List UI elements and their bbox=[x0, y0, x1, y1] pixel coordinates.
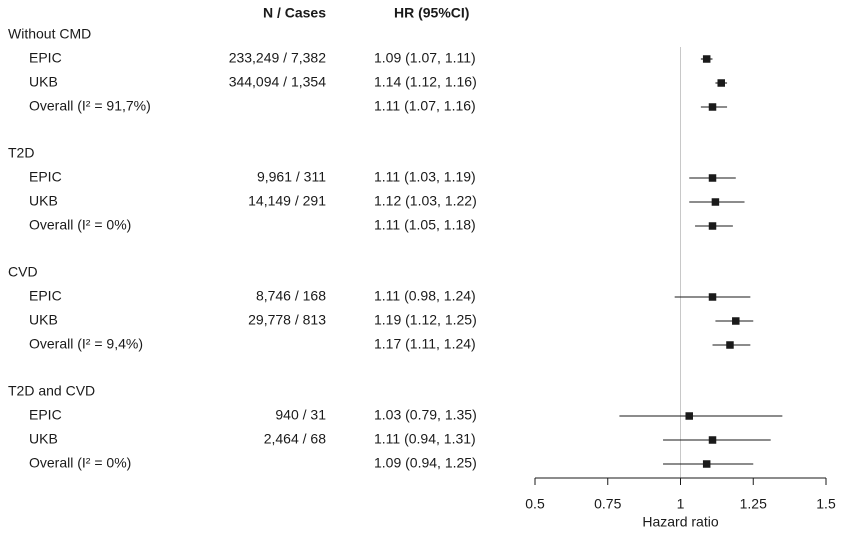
study-row: Overall (I² = 0%) 1.09 (0.94, 1.25) bbox=[29, 455, 754, 471]
study-row: EPIC 940 / 31 1.03 (0.79, 1.35) bbox=[29, 407, 783, 423]
row-label: EPIC bbox=[29, 50, 62, 66]
hr-ci-value: 1.09 (1.07, 1.11) bbox=[374, 50, 476, 66]
row-label: Overall (I² = 91,7%) bbox=[29, 98, 151, 114]
row-label: UKB bbox=[29, 74, 58, 90]
row-label: UKB bbox=[29, 312, 58, 328]
row-label: UKB bbox=[29, 431, 58, 447]
study-row: UKB 2,464 / 68 1.11 (0.94, 1.31) bbox=[29, 431, 771, 447]
n-cases-value: 29,778 / 813 bbox=[248, 312, 326, 328]
study-row: EPIC 9,961 / 311 1.11 (1.03, 1.19) bbox=[29, 169, 736, 185]
row-label: EPIC bbox=[29, 288, 62, 304]
row-label: Overall (I² = 9,4%) bbox=[29, 336, 143, 352]
hr-marker bbox=[708, 174, 717, 182]
hr-marker bbox=[711, 198, 720, 206]
group: CVD EPIC 8,746 / 168 1.11 (0.98, 1.24) UKB 29… bbox=[8, 264, 754, 352]
n-cases-value: 344,094 / 1,354 bbox=[229, 74, 327, 90]
column-headers: N / Cases HR (95%CI) bbox=[263, 5, 470, 21]
study-row: Overall (I² = 0%) 1.11 (1.05, 1.18) bbox=[29, 217, 733, 233]
group: T2D EPIC 9,961 / 311 1.11 (1.03, 1.19) UKB 14… bbox=[8, 145, 745, 233]
study-row: Overall (I² = 9,4%) 1.17 (1.11, 1.24) bbox=[29, 336, 751, 352]
group-label: Without CMD bbox=[8, 26, 91, 42]
hr-ci-value: 1.11 (1.07, 1.16) bbox=[374, 98, 476, 114]
hr-ci-value: 1.14 (1.12, 1.16) bbox=[374, 74, 477, 90]
study-row: Overall (I² = 91,7%) 1.11 (1.07, 1.16) bbox=[29, 98, 728, 114]
n-cases-value: 2,464 / 68 bbox=[264, 431, 326, 447]
n-cases-value: 14,149 / 291 bbox=[248, 193, 326, 209]
x-tick-label: 1.5 bbox=[816, 496, 836, 512]
hr-marker bbox=[717, 79, 725, 87]
hr-ci-value: 1.17 (1.11, 1.24) bbox=[374, 336, 476, 352]
study-row: EPIC 8,746 / 168 1.11 (0.98, 1.24) bbox=[29, 288, 751, 304]
x-tick-label: 0.75 bbox=[594, 496, 621, 512]
n-cases-value: 9,961 / 311 bbox=[257, 169, 326, 185]
hr-marker bbox=[732, 317, 740, 325]
hr-marker bbox=[708, 436, 717, 444]
row-label: UKB bbox=[29, 193, 58, 209]
x-axis-ticks: 0.5 0.75 1 1.25 1.5 bbox=[525, 478, 836, 512]
group-label: T2D and CVD bbox=[8, 383, 95, 399]
group: T2D and CVD EPIC 940 / 31 1.03 (0.79, 1.35)… bbox=[8, 383, 783, 471]
hr-marker bbox=[726, 341, 734, 349]
group: Without CMD EPIC 233,249 / 7,382 1.09 (1.07… bbox=[8, 26, 728, 114]
hr-ci-value: 1.19 (1.12, 1.25) bbox=[374, 312, 477, 328]
n-cases-value: 940 / 31 bbox=[275, 407, 326, 423]
hr-marker bbox=[702, 460, 711, 468]
hr-marker bbox=[708, 293, 717, 301]
row-label: EPIC bbox=[29, 407, 62, 423]
hr-ci-value: 1.11 (1.03, 1.19) bbox=[374, 169, 476, 185]
hr-ci-value: 1.12 (1.03, 1.22) bbox=[374, 193, 477, 209]
study-row: UKB 14,149 / 291 1.12 (1.03, 1.22) bbox=[29, 193, 745, 209]
row-label: Overall (I² = 0%) bbox=[29, 455, 131, 471]
study-row: UKB 29,778 / 813 1.19 (1.12, 1.25) bbox=[29, 312, 754, 328]
row-label: Overall (I² = 0%) bbox=[29, 217, 131, 233]
x-tick-label: 1 bbox=[677, 496, 685, 512]
row-label: EPIC bbox=[29, 169, 62, 185]
x-tick-label: 0.5 bbox=[525, 496, 545, 512]
group-label: T2D bbox=[8, 145, 34, 161]
study-row: UKB 344,094 / 1,354 1.14 (1.12, 1.16) bbox=[29, 74, 728, 90]
x-axis-title: Hazard ratio bbox=[642, 514, 718, 530]
hr-ci-value: 1.09 (0.94, 1.25) bbox=[374, 455, 477, 471]
hr-marker bbox=[708, 103, 717, 111]
hr-ci-value: 1.11 (1.05, 1.18) bbox=[374, 217, 476, 233]
n-cases-value: 8,746 / 168 bbox=[256, 288, 326, 304]
hr-ci-header: HR (95%CI) bbox=[394, 5, 469, 21]
hr-marker bbox=[702, 55, 711, 63]
group-label: CVD bbox=[8, 264, 38, 280]
hr-ci-value: 1.03 (0.79, 1.35) bbox=[374, 407, 477, 423]
n-cases-value: 233,249 / 7,382 bbox=[229, 50, 327, 66]
x-axis: 0.5 0.75 1 1.25 1.5 Hazard ratio bbox=[525, 477, 836, 530]
hr-ci-value: 1.11 (0.94, 1.31) bbox=[374, 431, 476, 447]
x-tick-label: 1.25 bbox=[740, 496, 767, 512]
n-cases-header: N / Cases bbox=[263, 5, 326, 21]
study-row: EPIC 233,249 / 7,382 1.09 (1.07, 1.11) bbox=[29, 50, 713, 66]
hr-marker bbox=[685, 412, 693, 420]
hr-marker bbox=[708, 222, 717, 230]
forest-rows: Without CMD EPIC 233,249 / 7,382 1.09 (1.07… bbox=[8, 26, 783, 471]
hr-ci-value: 1.11 (0.98, 1.24) bbox=[374, 288, 476, 304]
